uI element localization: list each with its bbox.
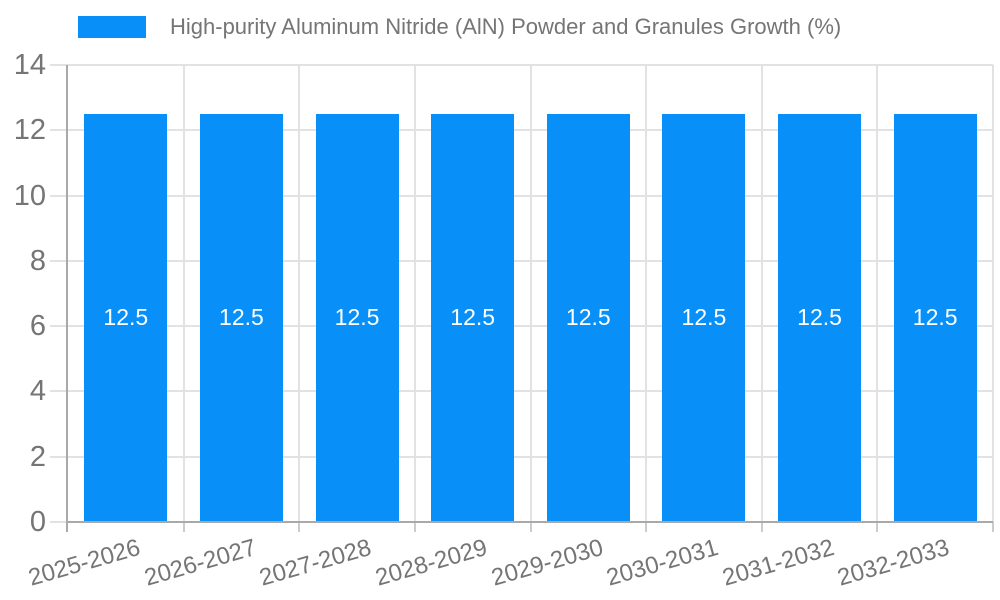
x-labels-layer: 2025-2026 2026-2027 2027-2028 2028-2029 2029…: [25, 65, 993, 592]
bar-value-label: 12.5: [334, 304, 380, 331]
y-tick-label: 12: [13, 114, 46, 147]
y-axis-tick: [50, 521, 68, 523]
x-tick-label-text: 2032-2033: [834, 534, 953, 592]
h-gridline: [50, 325, 993, 328]
bar: 12.5: [84, 113, 168, 522]
bar: 12.5: [662, 113, 746, 522]
v-gridline: [182, 65, 185, 522]
bar: 12.5: [315, 113, 399, 522]
v-gridline: [645, 65, 648, 522]
h-gridline: [50, 129, 993, 132]
x-tick-label-text: 2031-2032: [719, 534, 838, 592]
y-tick-label: 2: [29, 440, 46, 473]
y-tick-label: 6: [29, 310, 46, 343]
bar: 12.5: [199, 113, 283, 522]
x-axis-tick: [645, 522, 648, 532]
x-tick-label-text: 2030-2031: [603, 534, 722, 592]
bar: 12.5: [431, 113, 515, 522]
h-gridline: [50, 455, 993, 458]
bar-layer: 12.5 12.5 12.5 12.5 12.5 12.5 12.5 12.5: [68, 65, 993, 522]
x-tick-label-text: 2029-2030: [487, 534, 606, 592]
bar-value-label: 12.5: [565, 304, 611, 331]
y-axis-line: [66, 65, 68, 532]
h-gridline: [50, 390, 993, 393]
y-tick-label: 10: [13, 179, 46, 212]
v-gridline: [760, 65, 763, 522]
bar: 12.5: [546, 113, 630, 522]
bar-value-label: 12.5: [912, 304, 958, 331]
v-gridline: [876, 65, 879, 522]
legend-label: High-purity Aluminum Nitride (AlN) Powde…: [170, 14, 842, 39]
x-tick-label-text: 2026-2027: [141, 534, 259, 592]
plot-area: 12.5 12.5 12.5 12.5 12.5 12.5 12.5 12.5 0 2 4 6 8 10…: [14, 49, 994, 592]
bar-value-label: 12.5: [681, 304, 727, 331]
x-tick-label-text: 2025-2026: [25, 534, 144, 592]
x-axis-tick: [298, 522, 301, 532]
x-axis-tick: [529, 522, 532, 532]
v-gridline: [413, 65, 416, 522]
y-tick-label: 4: [29, 375, 46, 408]
x-axis-tick: [760, 522, 763, 532]
h-gridline: [50, 194, 993, 197]
h-gridline: [50, 259, 993, 262]
bar-value-label: 12.5: [450, 304, 496, 331]
v-gridline: [992, 65, 994, 522]
y-tick-label: 14: [13, 49, 46, 81]
x-axis-tick: [182, 522, 185, 532]
bar: 12.5: [893, 113, 977, 522]
bar-value-label: 12.5: [797, 304, 842, 331]
x-axis-tick: [413, 522, 416, 532]
bar: 12.5: [778, 113, 862, 522]
y-tick-label: 0: [29, 506, 46, 538]
x-axis-line: [66, 521, 993, 523]
bar-value-label: 12.5: [103, 304, 149, 331]
legend-swatch: [78, 16, 146, 38]
v-gridline: [298, 65, 301, 522]
h-gridline: [50, 64, 993, 66]
y-labels-layer: 0 2 4 6 8 10 12 14: [14, 49, 993, 538]
grid-layer: [50, 64, 994, 532]
chart-legend: High-purity Aluminum Nitride (AlN) Powde…: [78, 14, 841, 40]
x-tick-label-text: 2027-2028: [256, 534, 375, 592]
v-gridline: [529, 65, 532, 522]
bar-value-label: 12.5: [219, 304, 264, 331]
x-axis-tick: [876, 522, 879, 532]
x-tick-label-text: 2028-2029: [372, 534, 491, 592]
x-axis-tick: [992, 522, 994, 532]
y-tick-label: 8: [29, 244, 46, 277]
